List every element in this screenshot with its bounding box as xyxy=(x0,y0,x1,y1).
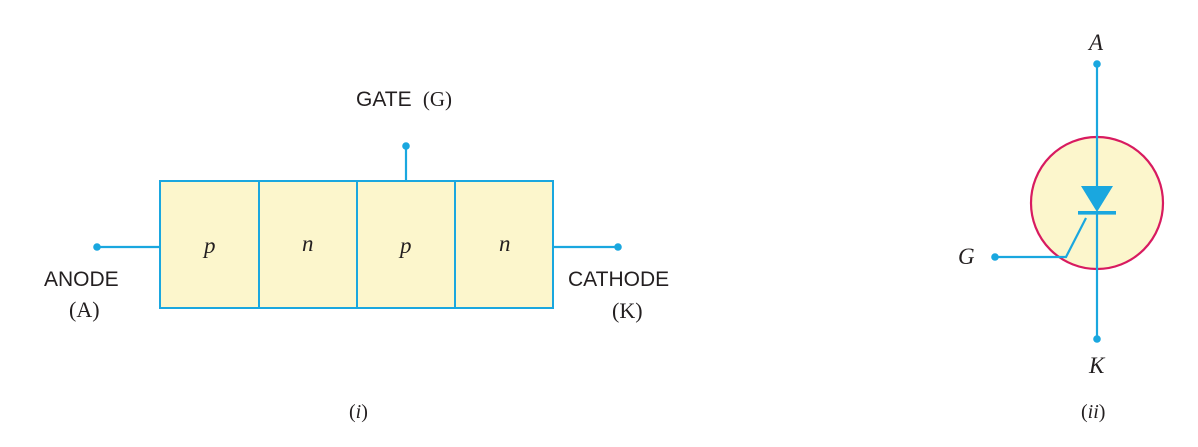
layer-n2-label: n xyxy=(499,231,511,256)
gate-symbol-label: G xyxy=(958,244,975,269)
scr-symbol-diagram: A G K (ii) xyxy=(958,30,1165,423)
pnpn-structure-diagram: p n p n GATE (G) ANODE (A) CATHODE (K) (… xyxy=(44,87,669,423)
layer-p2 xyxy=(356,180,456,309)
layer-p1-label: p xyxy=(202,233,216,258)
caption-i: (i) xyxy=(349,401,368,423)
diode-triangle xyxy=(1081,186,1113,212)
anode-terminal-dot-ii xyxy=(1093,60,1101,68)
gate-terminal-dot xyxy=(402,142,410,150)
anode-symbol-label: A xyxy=(1087,30,1104,55)
layer-n2 xyxy=(454,180,554,309)
diode-cathode-bar xyxy=(1078,211,1116,215)
cathode-label: CATHODE xyxy=(568,268,669,291)
layer-p2-label: p xyxy=(398,233,412,258)
gate-label: GATE (G) xyxy=(356,87,452,111)
caption-ii: (ii) xyxy=(1081,401,1105,423)
cathode-symbol: (K) xyxy=(612,298,643,323)
cathode-symbol-label: K xyxy=(1088,353,1106,378)
anode-label: ANODE xyxy=(44,268,119,291)
layer-n1 xyxy=(258,180,358,309)
anode-symbol: (A) xyxy=(69,297,100,322)
cathode-terminal-dot-ii xyxy=(1093,335,1101,343)
anode-terminal-dot xyxy=(93,243,101,251)
layer-p1 xyxy=(159,180,260,309)
layer-n1-label: n xyxy=(302,231,314,256)
gate-lead-ii xyxy=(995,217,1087,259)
gate-terminal-dot-ii xyxy=(991,253,999,261)
cathode-terminal-dot xyxy=(614,243,622,251)
